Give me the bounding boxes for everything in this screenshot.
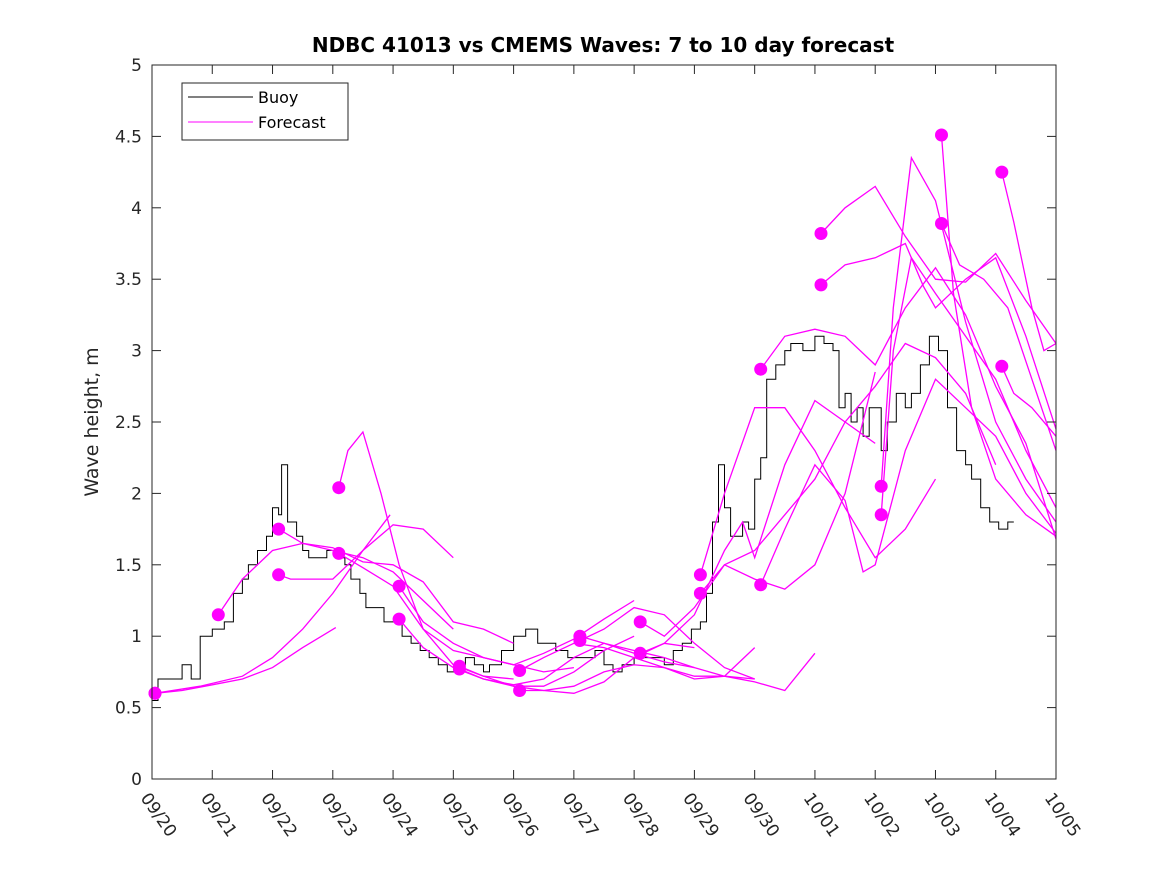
forecast-start-marker-17	[693, 568, 707, 582]
forecast-series-line-2	[217, 542, 454, 630]
x-tick-label-13: 10/03	[919, 789, 963, 841]
forecast-series-line-26	[940, 223, 1057, 451]
forecast-series-line-7	[398, 585, 635, 666]
x-tick-label-14: 10/04	[980, 789, 1024, 841]
forecast-start-marker-27	[995, 165, 1009, 179]
y-tick-label-6: 3	[131, 342, 142, 362]
legend-buoy-label: Buoy	[258, 88, 298, 107]
forecast-start-marker-22	[814, 278, 828, 292]
forecast-series-line-3	[278, 528, 514, 644]
forecast-series-line-13	[579, 635, 816, 692]
plot-area	[148, 64, 1057, 780]
forecast-start-marker-16	[633, 646, 647, 660]
forecast-series-line-28	[1001, 366, 1057, 437]
forecast-series-line-4	[278, 524, 454, 580]
x-tick-label-12: 10/02	[859, 789, 903, 841]
forecast-series-line-24	[880, 256, 1057, 515]
forecast-series-line-15	[639, 371, 876, 638]
forecast-start-marker-10	[452, 662, 466, 676]
forecast-series-line-22	[820, 242, 1057, 430]
chart-title: NDBC 41013 vs CMEMS Waves: 7 to 10 day f…	[312, 33, 895, 57]
forecast-series-line-27	[1001, 171, 1057, 352]
forecast-start-marker-4	[272, 568, 286, 582]
forecast-series-line-12	[519, 647, 756, 692]
x-tick-label-5: 09/25	[437, 789, 481, 841]
forecast-start-marker-15	[633, 615, 647, 629]
forecast-start-marker-11	[513, 664, 527, 677]
forecast-series-line-11	[519, 642, 755, 680]
y-axis: 0 0.5 1 1.5 2 2.5 3 3.5 4 4.5 5	[115, 56, 1056, 790]
forecast-start-marker-7	[392, 579, 406, 593]
forecast-series-line-1	[154, 514, 391, 694]
forecast-start-marker-25	[935, 128, 948, 142]
x-tick-label-10: 09/30	[739, 789, 783, 841]
legend-forecast-label: Forecast	[258, 113, 326, 132]
y-tick-label-8: 4	[131, 199, 142, 219]
forecast-start-marker-21	[814, 227, 828, 240]
y-tick-label-1: 0.5	[115, 699, 142, 719]
x-tick-label-0: 09/20	[136, 789, 180, 841]
forecast-start-marker-23	[874, 479, 888, 493]
x-tick-label-1: 09/21	[196, 789, 240, 841]
x-tick-label-4: 09/24	[377, 789, 421, 841]
forecast-series-line-18	[699, 342, 997, 594]
y-tick-label-7: 3.5	[115, 270, 142, 290]
forecast-start-marker-20	[754, 578, 768, 592]
forecast-series-line-16	[639, 399, 876, 654]
forecast-series-line-6	[338, 552, 574, 673]
forecast-start-marker-24	[874, 508, 888, 522]
y-tick-label-2: 1	[131, 627, 142, 647]
forecast-series-line-25	[940, 134, 1057, 537]
y-tick-label-0: 0	[131, 770, 142, 790]
x-tick-label-3: 09/23	[317, 789, 361, 841]
x-tick-label-9: 09/29	[678, 789, 722, 841]
legend: Buoy Forecast	[181, 82, 349, 141]
y-tick-label-4: 2	[131, 484, 142, 504]
forecast-start-marker-18	[693, 586, 707, 600]
forecast-start-marker-14	[573, 634, 587, 647]
y-tick-label-5: 2.5	[115, 413, 142, 433]
forecast-series-line-21	[820, 185, 1057, 344]
x-tick-label-7: 09/27	[558, 789, 602, 841]
y-tick-label-10: 5	[131, 56, 142, 76]
forecast-series-line-17	[699, 407, 937, 575]
forecast-start-marker-3	[272, 522, 286, 536]
forecast-start-marker-2	[211, 608, 225, 622]
forecast-start-marker-5	[332, 481, 346, 495]
forecast-start-marker-26	[935, 217, 948, 230]
y-tick-label-3: 1.5	[115, 556, 142, 576]
x-tick-label-6: 09/26	[498, 789, 542, 841]
forecast-start-marker-8	[392, 612, 406, 626]
buoy-series-line	[152, 335, 1014, 701]
forecast-start-marker-1	[148, 686, 162, 700]
forecast-series-line-0	[154, 627, 337, 694]
forecast-series-line-14	[579, 606, 755, 680]
forecast-start-marker-6	[332, 546, 346, 560]
x-tick-label-8: 09/28	[618, 789, 662, 841]
x-tick-label-2: 09/22	[256, 789, 300, 841]
forecast-series-line-19	[760, 266, 1057, 540]
y-tick-label-9: 4.5	[115, 127, 142, 147]
legend-box	[181, 82, 349, 141]
forecast-series-line-10	[459, 642, 695, 686]
forecast-series-line-20	[760, 378, 1057, 586]
forecast-start-marker-19	[754, 362, 768, 376]
forecast-start-marker-28	[995, 359, 1009, 373]
x-tick-label-11: 10/01	[799, 789, 843, 841]
y-axis-label: Wave height, m	[81, 347, 103, 496]
x-tick-label-15: 10/05	[1040, 789, 1084, 841]
forecast-start-marker-12	[513, 684, 527, 697]
